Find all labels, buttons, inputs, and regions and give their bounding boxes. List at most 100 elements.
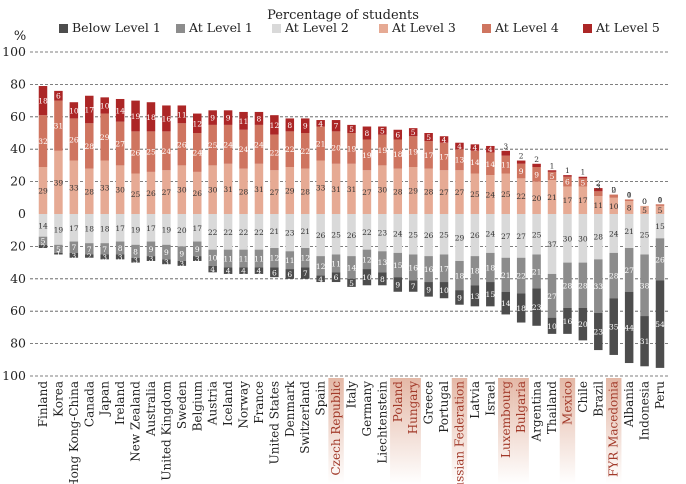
value-label-at-level-3-finland: 29 [38,187,48,196]
value-label-at-level-5-israel: 4 [488,145,493,154]
bar-segment-at-level-5-belgium [193,113,202,133]
bar-stack-mexico [563,175,572,334]
value-label-at-level-1-fyr-macedonia: 28 [609,272,619,281]
category-label-new-zealand: New Zealand [129,381,143,462]
bar-segment-at-level-4-italy [347,133,356,164]
value-label-below-level-1-sweden: 3 [179,259,184,268]
legend-item-at-level-1[interactable]: At Level 1 [176,20,253,35]
value-label-at-level-4-peru: 1 [658,195,663,204]
value-label-below-level-1-israel: 15 [486,290,496,299]
bar-segment-at-level-3-fyr-macedonia [609,197,618,214]
value-label-at-level-1-iceland: 11 [223,255,233,264]
legend-item-at-level-3[interactable]: At Level 3 [379,20,456,35]
bar-segment-at-level-1-united-kingdom [162,244,171,260]
value-label-at-level-4-luxembourg: 11 [501,161,511,170]
value-label-at-level-2-switzerland: 21 [300,227,310,236]
bar-segment-at-level-1-france [254,249,264,268]
bar-segment-at-level-1-australia [146,241,156,257]
bar-segment-at-level-2-spain [316,214,325,257]
y-tick-label: 100 [2,368,26,383]
bar-segment-below-level-1-germany [362,269,372,286]
bar-segment-at-level-2-norway [239,214,248,250]
bar-segment-at-level-4-austria [208,124,217,166]
value-label-at-level-4-japan: 29 [100,133,110,142]
value-label-at-level-2-sweden: 20 [177,226,187,235]
bar-segment-at-level-1-germany [362,249,372,270]
legend[interactable]: Below Level 1 At Level 1 At Level 2 At Leve… [59,20,660,35]
bar-segment-at-level-5-korea [54,90,63,101]
legend-item-at-level-4[interactable]: At Level 4 [482,20,559,35]
value-label-at-level-1-russian-federation: 18 [455,272,465,281]
value-label-below-level-1-germany: 10 [362,273,372,282]
value-label-at-level-2-canada: 18 [85,225,95,234]
value-label-at-level-3-greece: 28 [424,187,434,196]
value-label-at-level-2-thailand: 37 [547,240,557,249]
legend-item-at-level-2[interactable]: At Level 2 [272,20,349,35]
bar-segment-at-level-5-hong-kong-china [69,102,79,119]
bar-segment-at-level-4-thailand [547,171,557,180]
y-tick-label: 20 [10,174,26,189]
value-label-at-level-2-japan: 18 [100,225,110,234]
bar-segment-at-level-4-latvia [470,150,480,174]
value-label-at-level-3-bulgaria: 22 [516,192,526,201]
legend-swatch [482,24,491,33]
legend-swatch [176,24,185,33]
value-label-at-level-3-israel: 24 [486,191,496,200]
bar-segment-at-level-5-hungary [408,128,418,137]
category-label-luxembourg: Luxembourg [499,381,513,458]
category-label-hungary: Hungary [406,381,420,434]
value-label-at-level-3-korea: 39 [54,178,64,187]
value-label-at-level-4-israel: 14 [486,160,496,169]
value-label-at-level-1-thailand: 27 [547,292,557,301]
value-label-at-level-4-russian-federation: 13 [455,156,465,165]
bar-segment-at-level-5-russian-federation [455,142,464,150]
bar-segment-at-level-1-albania [624,248,634,292]
value-label-below-level-1-japan: 3 [102,253,107,262]
bar-segment-at-level-4-brazil [594,191,603,197]
bar-stack-finland [38,86,48,249]
highlight-bg-fyr-macedonia [606,378,622,484]
bars [38,86,665,368]
value-labels: 1452293218195139316177333261018722828171… [38,92,665,346]
bar-segment-at-level-3-ireland [115,165,125,214]
bar-segment-at-level-5-thailand [547,170,557,172]
bar-segment-at-level-1-hong-kong-china [69,241,79,253]
bar-segment-at-level-3-mexico [563,186,572,214]
value-label-below-level-1-greece: 9 [426,285,431,294]
value-label-at-level-4-latvia: 14 [470,158,480,167]
bar-segment-at-level-1-austria [208,249,217,266]
value-label-at-level-4-united-states: 22 [270,148,280,157]
value-label-at-level-3-thailand: 21 [547,193,557,202]
legend-item-below-level-1[interactable]: Below Level 1 [59,20,161,35]
value-label-at-level-2-indonesia: 25 [640,230,650,239]
value-label-at-level-3-japan: 33 [100,183,110,192]
bar-segment-below-level-1-greece [424,282,433,297]
category-label-liechtenstein: Liechtenstein [375,381,389,464]
value-label-at-level-2-austria: 22 [208,228,218,237]
bar-segment-at-level-3-chile [578,186,588,214]
category-label-france: France [252,381,266,424]
value-label-at-level-3-ireland: 30 [115,186,125,195]
value-label-at-level-5-poland: 6 [395,131,400,140]
value-label-at-level-4-poland: 18 [393,150,403,159]
value-label-at-level-3-latvia: 25 [470,190,480,199]
bar-stack-belgium [193,113,202,261]
bar-segment-below-level-1-united-kingdom [162,259,171,265]
bar-segment-at-level-3-australia [146,171,156,214]
category-label-canada: Canada [82,381,96,427]
legend-item-at-level-5[interactable]: At Level 5 [583,20,660,35]
value-label-at-level-4-bulgaria: 9 [519,167,524,176]
value-label-at-level-5-indonesia: 0 [642,197,647,206]
value-label-at-level-2-finland: 14 [38,221,48,230]
category-label-mexico: Mexico [560,381,574,425]
x-axis-labels: Finland Korea Hong Kong-China Canada Japan Ir… [36,380,667,484]
bar-segment-at-level-3-poland [393,168,403,214]
bar-segment-at-level-5-japan [100,97,109,114]
value-label-at-level-1-czech-republic: 11 [331,259,341,268]
value-label-at-level-1-united-kingdom: 9 [164,248,169,257]
category-label-chile: Chile [576,381,590,413]
value-label-below-level-1-albania: 44 [624,323,634,332]
value-label-at-level-2-new-zealand: 19 [131,225,141,234]
bar-segment-at-level-1-liechtenstein [378,251,387,273]
bar-segment-at-level-3-indonesia [640,205,649,214]
